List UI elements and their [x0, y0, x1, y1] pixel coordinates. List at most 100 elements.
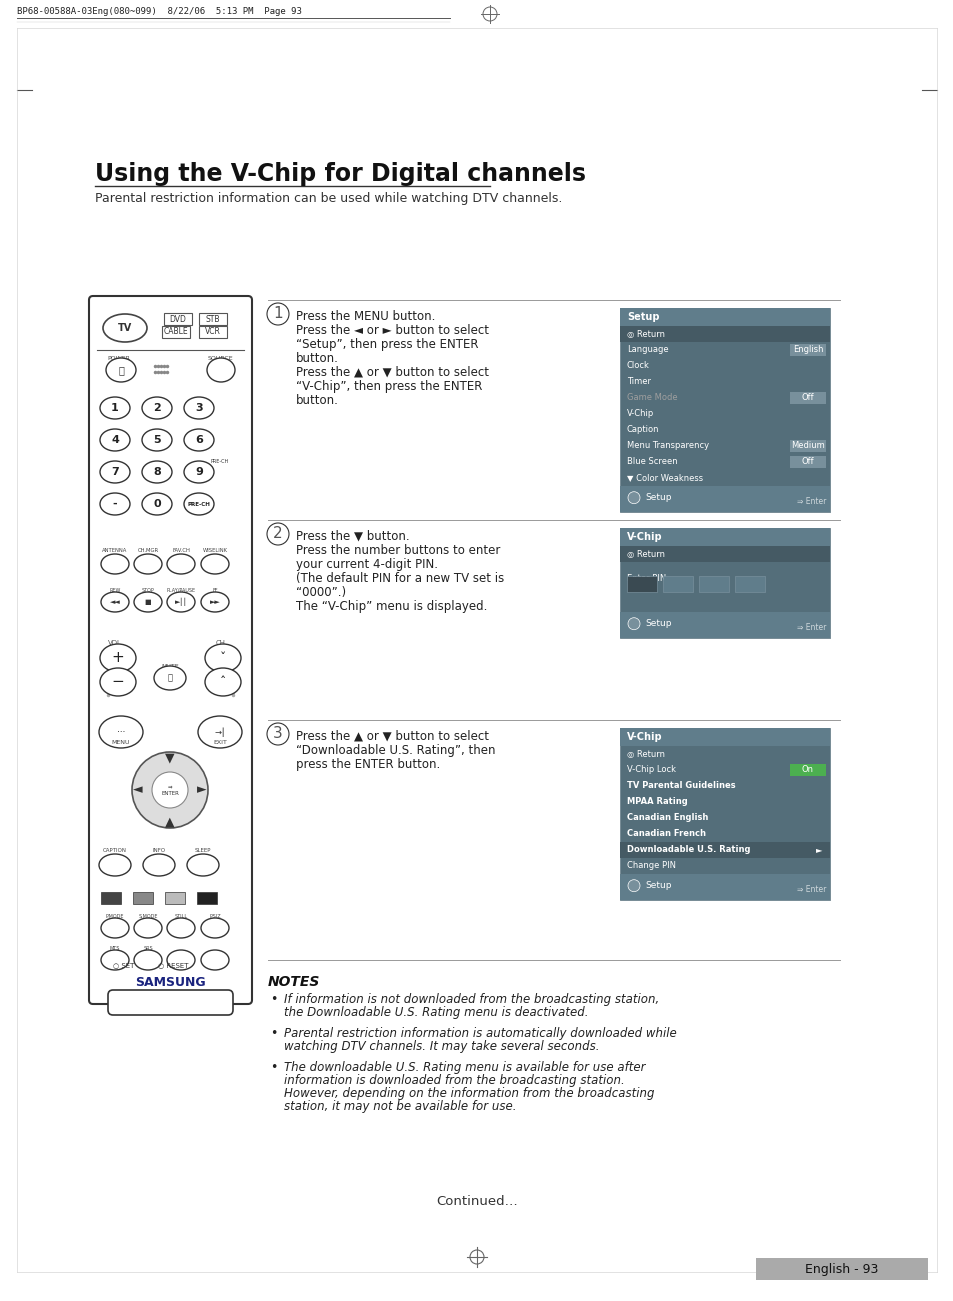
Text: TV Parental Guidelines: TV Parental Guidelines — [626, 782, 735, 791]
Text: REW: REW — [110, 588, 121, 593]
Text: →⎮: →⎮ — [214, 727, 226, 736]
Bar — [755, 1258, 927, 1280]
Ellipse shape — [201, 950, 229, 971]
Text: Press the number buttons to enter: Press the number buttons to enter — [295, 544, 500, 557]
Text: Parental restriction information is automatically downloaded while: Parental restriction information is auto… — [284, 1026, 676, 1039]
Ellipse shape — [133, 592, 162, 611]
Text: station, it may not be available for use.: station, it may not be available for use… — [284, 1101, 516, 1112]
Circle shape — [627, 492, 639, 503]
Bar — [619, 611, 829, 637]
Text: V-Chip: V-Chip — [626, 410, 654, 419]
Text: However, depending on the information from the broadcasting: However, depending on the information fr… — [284, 1088, 654, 1101]
Text: VOL: VOL — [108, 640, 122, 647]
Bar — [619, 487, 829, 513]
Bar — [619, 308, 829, 327]
Text: Blue Screen: Blue Screen — [626, 458, 677, 467]
Text: Setup: Setup — [644, 881, 671, 890]
Text: SAMSUNG: SAMSUNG — [134, 976, 205, 989]
Text: CH: CH — [215, 640, 226, 647]
Text: V-Chip Lock: V-Chip Lock — [626, 765, 676, 774]
Text: Press the MENU button.: Press the MENU button. — [295, 310, 435, 323]
Ellipse shape — [205, 644, 241, 673]
Text: Game Mode: Game Mode — [626, 393, 677, 402]
Text: Press the ▲ or ▼ button to select: Press the ▲ or ▼ button to select — [295, 730, 489, 743]
Text: 2: 2 — [153, 403, 161, 412]
Text: SOURCE: SOURCE — [208, 356, 233, 360]
Ellipse shape — [143, 853, 174, 876]
Text: 5: 5 — [153, 435, 161, 445]
Text: 2: 2 — [273, 527, 282, 541]
Ellipse shape — [101, 592, 129, 611]
Text: Enter PIN: Enter PIN — [626, 574, 665, 583]
Text: ⇒
ENTER: ⇒ ENTER — [161, 785, 179, 796]
Ellipse shape — [142, 429, 172, 451]
Bar — [619, 327, 829, 342]
Ellipse shape — [205, 667, 241, 696]
Text: −: − — [112, 674, 124, 690]
Ellipse shape — [184, 397, 213, 419]
Text: ANTENNA: ANTENNA — [102, 548, 128, 553]
Bar — [196, 892, 216, 904]
Text: 9: 9 — [194, 467, 203, 477]
Ellipse shape — [198, 716, 242, 748]
Text: Timer: Timer — [626, 377, 650, 386]
Text: ◎ Return: ◎ Return — [626, 549, 664, 558]
Ellipse shape — [99, 716, 143, 748]
Ellipse shape — [142, 397, 172, 419]
Text: Setup: Setup — [644, 493, 671, 502]
Text: If information is not downloaded from the broadcasting station,: If information is not downloaded from th… — [284, 993, 659, 1006]
Bar — [699, 576, 728, 592]
Text: FAV.CH: FAV.CH — [172, 548, 190, 553]
Text: button.: button. — [295, 353, 338, 366]
Ellipse shape — [184, 429, 213, 451]
Text: ►: ► — [197, 783, 207, 796]
Text: your current 4-digit PIN.: your current 4-digit PIN. — [295, 558, 437, 571]
Text: Press the ▼ button.: Press the ▼ button. — [295, 530, 409, 543]
Text: ○ SET: ○ SET — [112, 961, 134, 968]
Text: (The default PIN for a new TV set is: (The default PIN for a new TV set is — [295, 572, 504, 585]
Bar — [619, 308, 829, 513]
Text: P.SIZ: P.SIZ — [209, 915, 220, 919]
Ellipse shape — [201, 919, 229, 938]
Bar — [619, 842, 829, 857]
Text: CABLE: CABLE — [164, 328, 188, 337]
Ellipse shape — [184, 461, 213, 483]
FancyBboxPatch shape — [89, 297, 252, 1004]
Bar — [789, 764, 825, 775]
Text: MPAA Rating: MPAA Rating — [626, 798, 687, 807]
Ellipse shape — [100, 461, 130, 483]
Text: •: • — [270, 1062, 277, 1075]
Ellipse shape — [201, 592, 229, 611]
Text: ◄: ◄ — [133, 783, 143, 796]
Text: Clock: Clock — [626, 362, 649, 371]
Text: Medium: Medium — [790, 441, 824, 450]
Text: 7: 7 — [111, 467, 119, 477]
Text: “Downloadable U.S. Rating”, then: “Downloadable U.S. Rating”, then — [295, 744, 495, 757]
Text: English: English — [792, 346, 822, 354]
Text: ▲: ▲ — [165, 816, 174, 829]
Circle shape — [267, 523, 289, 545]
Bar — [626, 576, 657, 592]
Text: STOP: STOP — [141, 588, 154, 593]
Ellipse shape — [133, 919, 162, 938]
Circle shape — [627, 879, 639, 891]
Ellipse shape — [187, 853, 219, 876]
Bar — [619, 729, 829, 745]
Text: P.MODE: P.MODE — [106, 915, 124, 919]
Ellipse shape — [101, 554, 129, 574]
Ellipse shape — [133, 554, 162, 574]
Text: NOTES: NOTES — [268, 974, 320, 989]
Text: EXIT: EXIT — [213, 740, 227, 745]
Bar — [789, 455, 825, 468]
Ellipse shape — [106, 358, 136, 382]
Text: 🔇: 🔇 — [168, 674, 172, 683]
Text: -: - — [112, 500, 117, 509]
Ellipse shape — [167, 919, 194, 938]
Text: DVD: DVD — [170, 315, 186, 324]
Text: The “V-Chip” menu is displayed.: The “V-Chip” menu is displayed. — [295, 600, 487, 613]
Bar — [619, 546, 829, 562]
Text: SLEEP: SLEEP — [194, 848, 211, 853]
Text: Menu Transparency: Menu Transparency — [626, 441, 708, 450]
Text: watching DTV channels. It may take several seconds.: watching DTV channels. It may take sever… — [284, 1039, 598, 1053]
Ellipse shape — [99, 853, 131, 876]
